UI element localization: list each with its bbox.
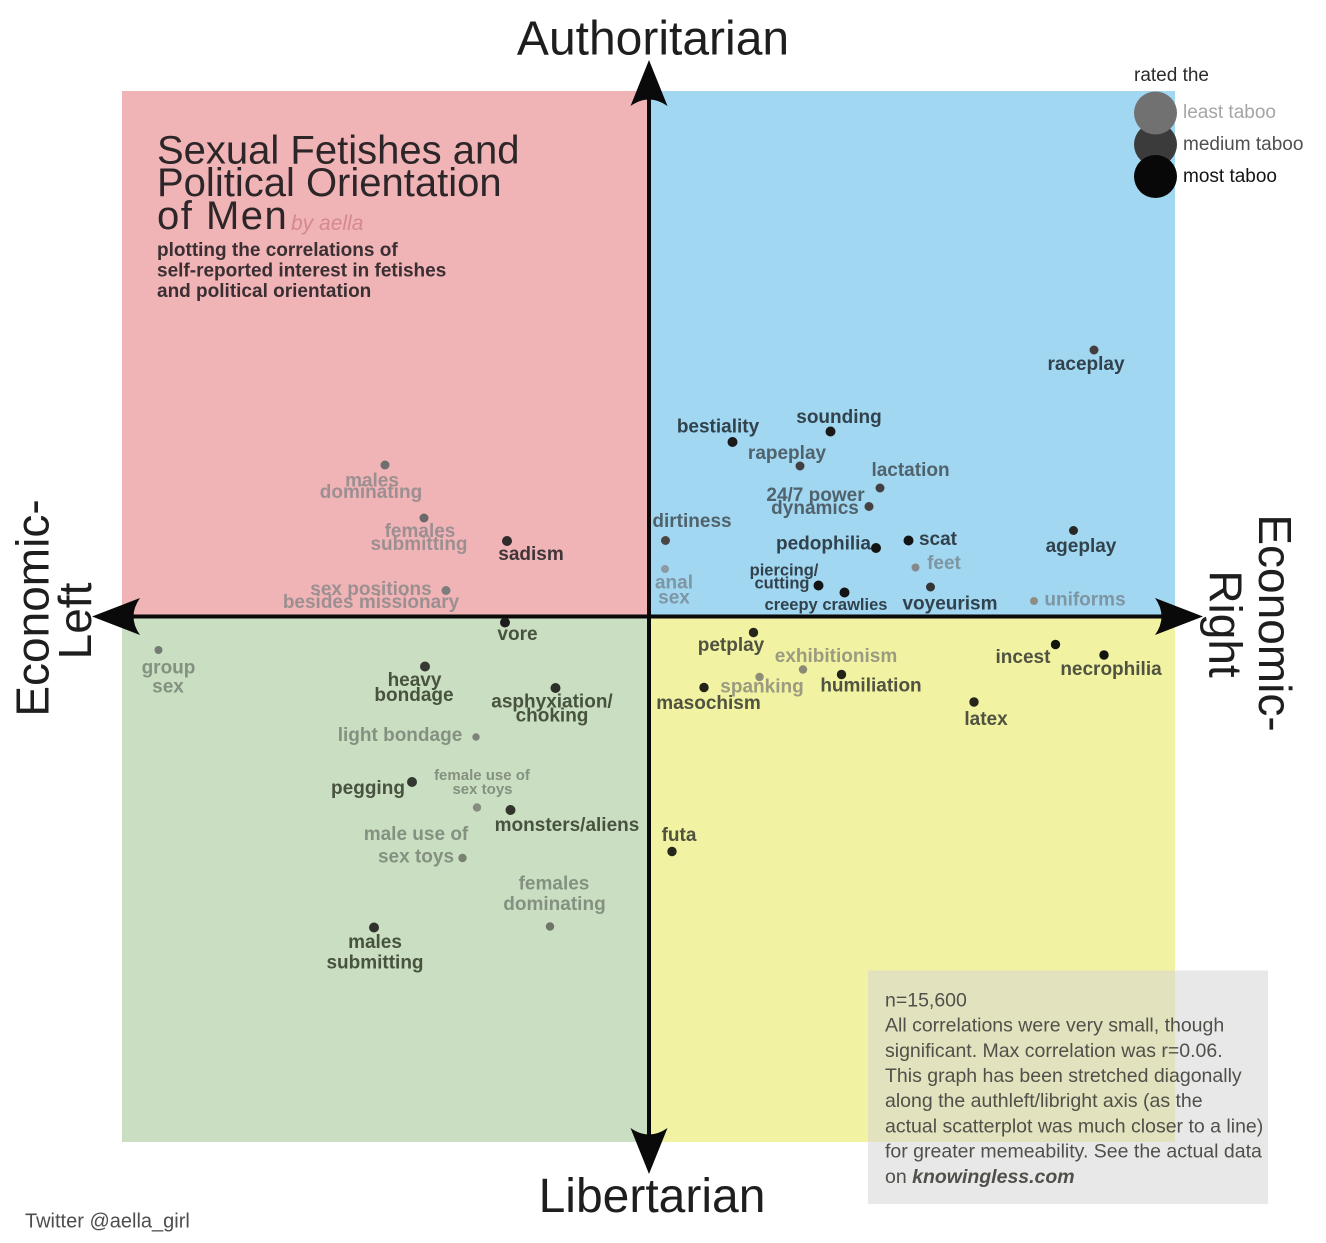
svg-text:spanking: spanking	[720, 677, 803, 698]
svg-text:self-reported interest in feti: self-reported interest in fetishes	[157, 261, 446, 282]
svg-text:24/7 power: 24/7 power	[766, 485, 865, 506]
svg-text:least taboo: least taboo	[1183, 102, 1276, 123]
svg-text:All correlations were very sma: All correlations were very small, though	[885, 1015, 1224, 1037]
svg-text:futa: futa	[662, 825, 697, 846]
svg-text:Authoritarian: Authoritarian	[517, 13, 789, 66]
svg-text:bondage: bondage	[374, 685, 453, 706]
svg-text:Political Orientation: Political Orientation	[157, 161, 502, 205]
svg-text:scat: scat	[919, 529, 958, 550]
svg-text:females: females	[519, 874, 590, 895]
svg-text:piercing/: piercing/	[750, 562, 819, 580]
svg-text:sex: sex	[152, 677, 184, 698]
svg-text:monsters/aliens: monsters/aliens	[495, 815, 640, 836]
svg-text:submitting: submitting	[370, 534, 467, 555]
svg-text:most taboo: most taboo	[1183, 166, 1277, 187]
svg-text:necrophilia: necrophilia	[1060, 659, 1162, 680]
svg-text:Economic-: Economic-	[1249, 514, 1301, 731]
svg-text:sex positions: sex positions	[310, 579, 431, 600]
svg-text:medium taboo: medium taboo	[1183, 134, 1303, 155]
svg-text:besides missionary: besides missionary	[283, 592, 460, 613]
svg-text:This graph has been stretched: This graph has been stretched diagonally	[885, 1065, 1242, 1087]
svg-text:by aella: by aella	[291, 212, 363, 235]
svg-text:asphyxiation/: asphyxiation/	[491, 692, 613, 713]
svg-text:petplay: petplay	[698, 635, 765, 656]
svg-text:rapeplay: rapeplay	[748, 443, 827, 464]
svg-text:voyeurism: voyeurism	[902, 594, 997, 615]
svg-text:lactation: lactation	[871, 460, 949, 481]
svg-text:exhibitionism: exhibitionism	[775, 646, 897, 667]
svg-text:pegging: pegging	[331, 778, 405, 799]
svg-text:incest: incest	[996, 647, 1052, 668]
svg-text:Right: Right	[1200, 570, 1252, 678]
svg-text:actual scatterplot was much cl: actual scatterplot was much closer to a …	[885, 1115, 1263, 1137]
svg-text:bestiality: bestiality	[677, 417, 760, 438]
svg-text:rated the: rated the	[1134, 65, 1209, 86]
svg-text:pedophilia: pedophilia	[776, 534, 871, 555]
svg-text:sex: sex	[658, 588, 690, 609]
svg-text:plotting the correlations of: plotting the correlations of	[157, 240, 398, 261]
svg-text:latex: latex	[964, 709, 1008, 730]
svg-text:vore: vore	[497, 624, 537, 645]
svg-text:light bondage: light bondage	[338, 725, 463, 746]
svg-text:males: males	[345, 471, 399, 492]
svg-text:and political orientation: and political orientation	[157, 281, 371, 302]
svg-text:cutting: cutting	[755, 575, 810, 593]
svg-text:humiliation: humiliation	[820, 676, 921, 697]
svg-text:sadism: sadism	[498, 544, 563, 565]
svg-text:Economic-: Economic-	[7, 499, 59, 716]
svg-text:masochism: masochism	[656, 693, 761, 714]
svg-text:n=15,600: n=15,600	[885, 989, 967, 1011]
svg-text:submitting: submitting	[326, 953, 423, 974]
svg-text:dirtiness: dirtiness	[652, 511, 731, 532]
svg-text:female use of: female use of	[434, 767, 531, 784]
svg-text:sounding: sounding	[796, 407, 881, 428]
svg-text:raceplay: raceplay	[1047, 354, 1125, 375]
svg-text:dominating: dominating	[320, 482, 422, 503]
svg-text:Sexual Fetishes and: Sexual Fetishes and	[157, 129, 519, 173]
svg-text:males: males	[348, 932, 402, 953]
svg-text:heavy: heavy	[388, 670, 442, 691]
svg-text:dominating: dominating	[503, 894, 605, 915]
svg-text:uniforms: uniforms	[1044, 590, 1125, 611]
svg-text:along the authleft/libright ax: along the authleft/libright axis (as the	[885, 1090, 1203, 1112]
svg-text:Twitter @aella_girl: Twitter @aella_girl	[25, 1211, 190, 1233]
svg-text:for greater memeability. See t: for greater memeability. See the actual …	[885, 1141, 1262, 1163]
svg-text:feet: feet	[927, 553, 961, 574]
svg-text:dynamics: dynamics	[771, 498, 859, 519]
svg-text:creepy crawlies: creepy crawlies	[765, 596, 888, 614]
svg-text:females: females	[385, 521, 456, 542]
svg-text:anal: anal	[655, 573, 693, 594]
svg-text:sex toys: sex toys	[452, 781, 512, 798]
svg-text:sex toys: sex toys	[378, 847, 454, 868]
svg-text:significant. Max correlation w: significant. Max correlation was r=0.06.	[885, 1040, 1223, 1062]
svg-text:choking: choking	[516, 706, 589, 727]
svg-text:of Men: of Men	[157, 194, 288, 238]
svg-text:on knowingless.com: on knowingless.com	[885, 1166, 1075, 1188]
svg-text:group: group	[142, 658, 196, 679]
svg-text:ageplay: ageplay	[1046, 536, 1117, 557]
svg-text:Libertarian: Libertarian	[539, 1170, 766, 1223]
svg-text:male use of: male use of	[364, 824, 469, 845]
svg-text:Left: Left	[49, 582, 101, 659]
